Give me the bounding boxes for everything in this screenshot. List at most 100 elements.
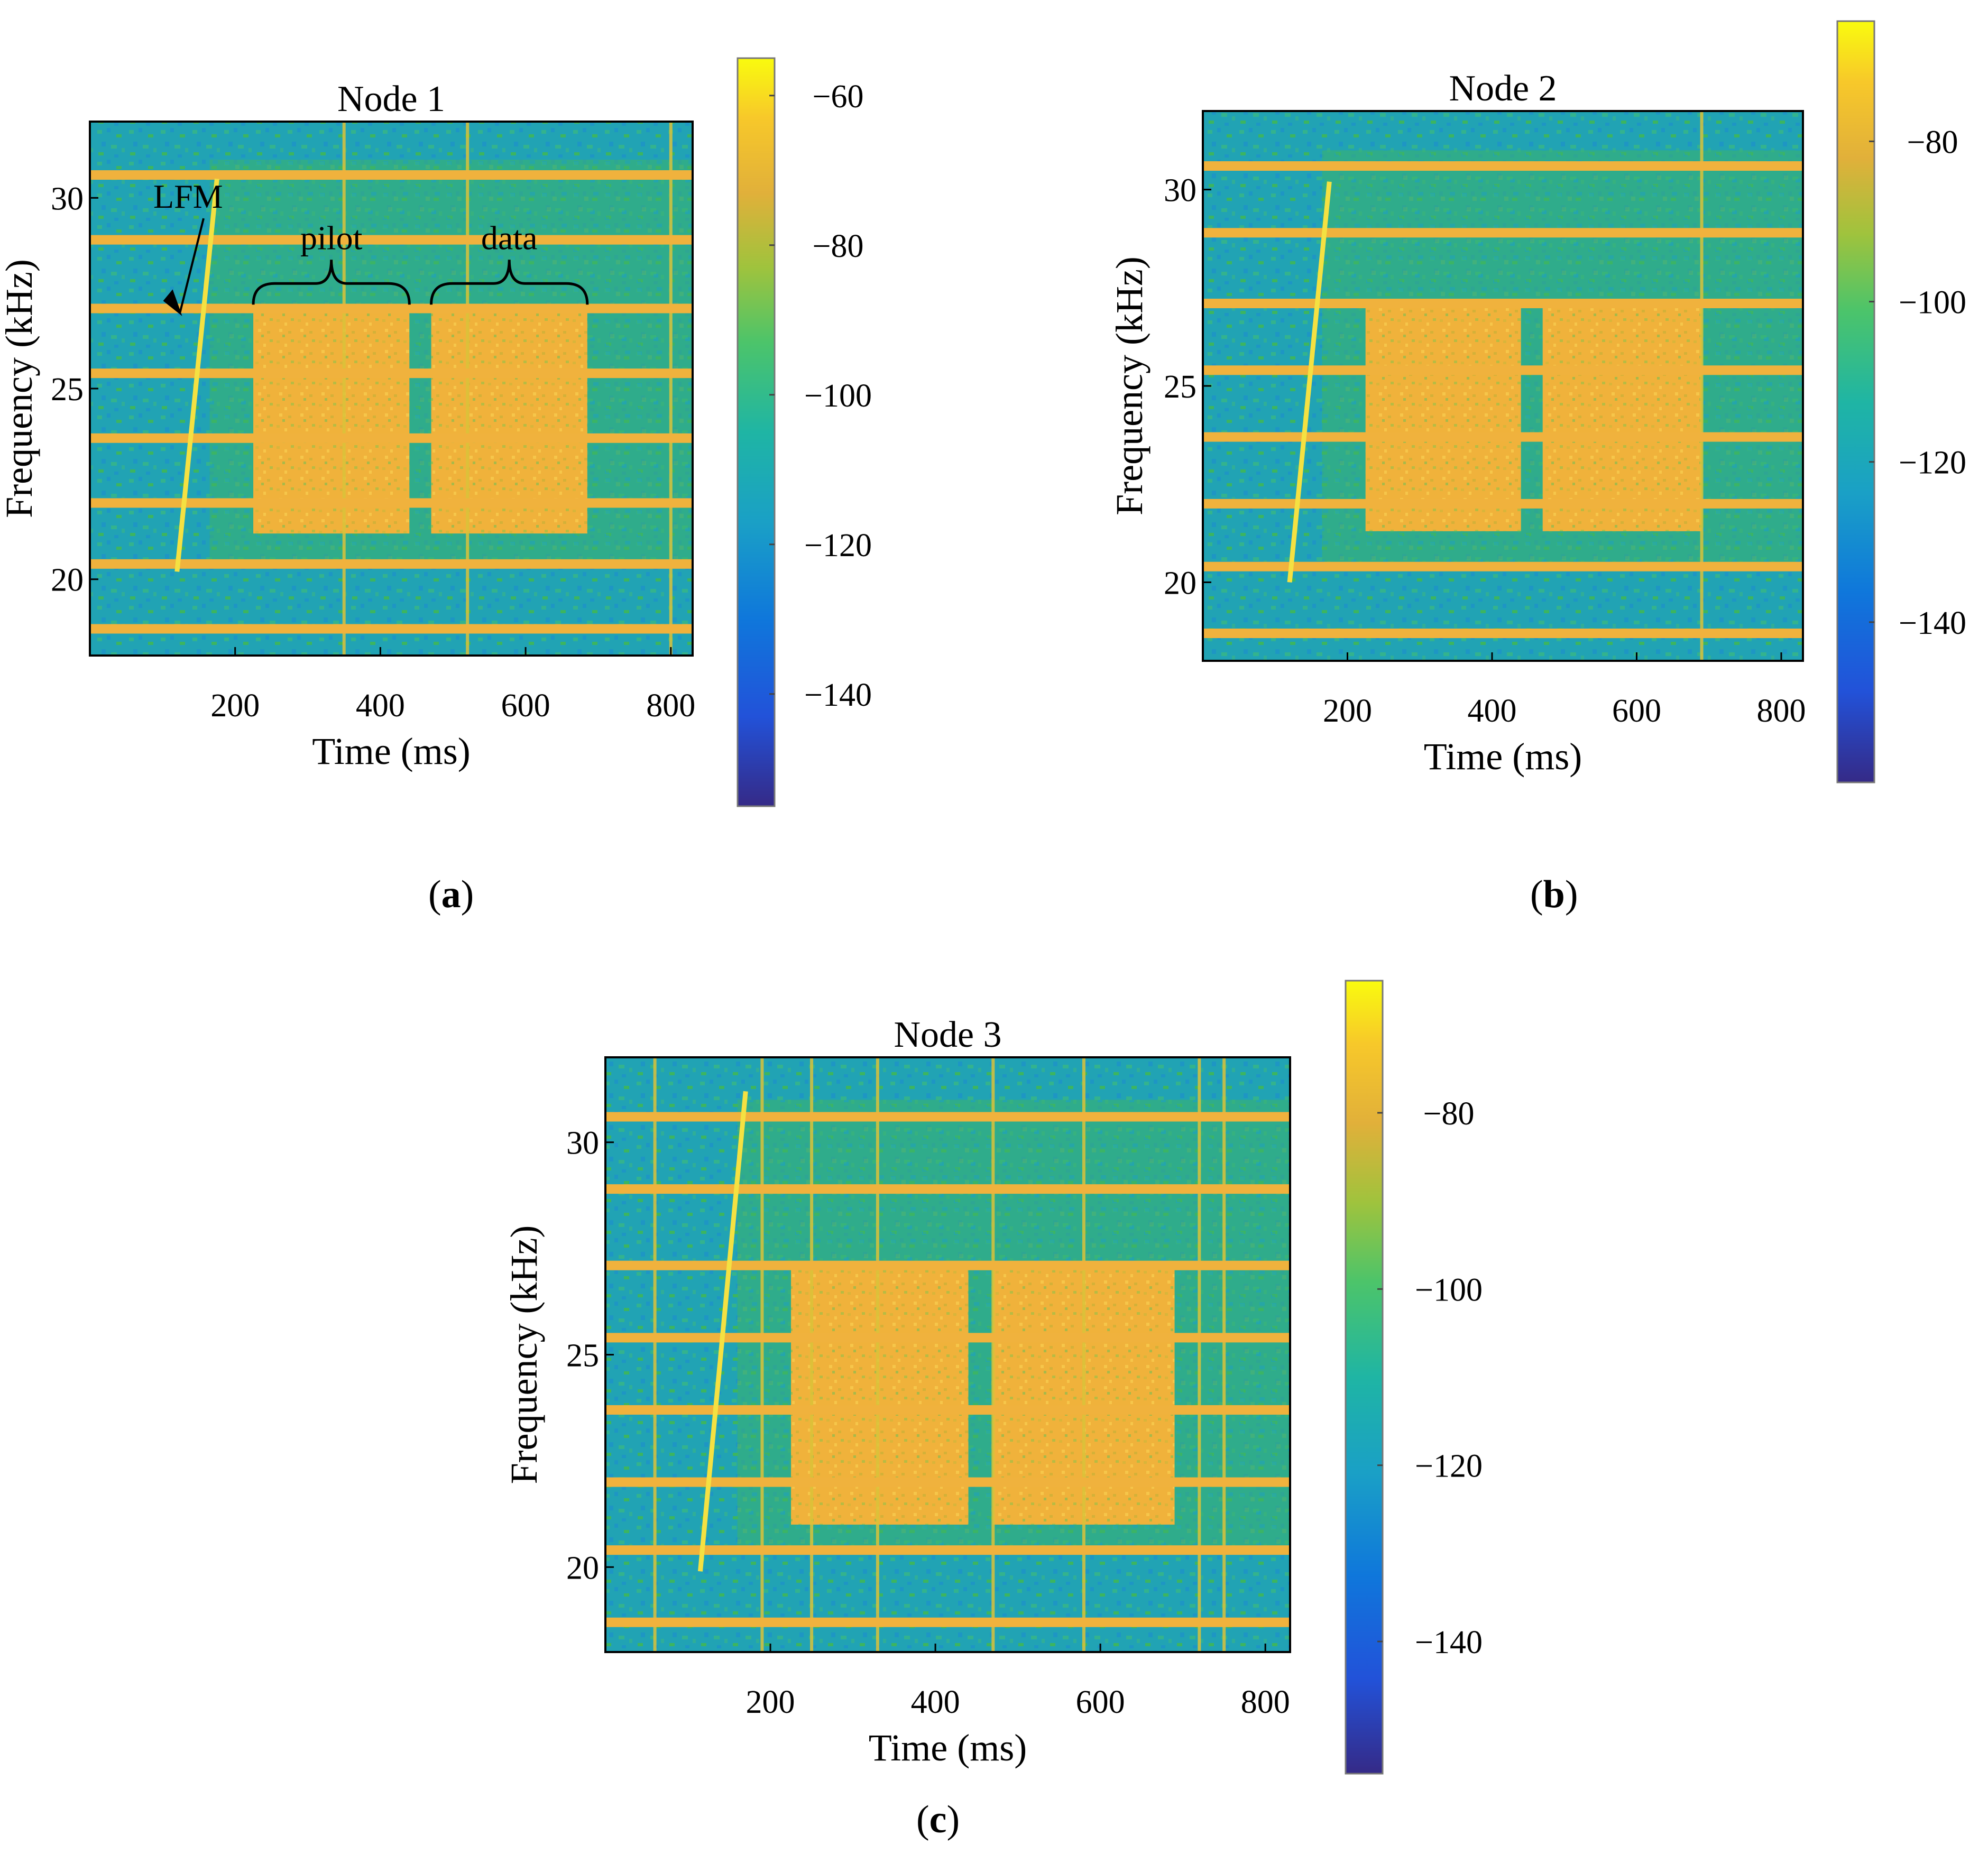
tone-line [605,1545,1290,1555]
tone-line [605,1112,1290,1122]
tone-line [1203,432,1803,442]
x-tick-label: 800 [1241,1684,1290,1720]
colorbar-tick-label: −60 [813,79,864,115]
x-tick-label: 200 [210,688,260,724]
x-tick-label: 800 [646,688,695,724]
pulse-line [876,1057,879,1652]
chart-title: Node 1 [337,79,445,119]
x-tick-label: 400 [911,1684,960,1720]
pulse-line [1222,1057,1226,1652]
annotation-lfm-arrowhead [163,289,182,316]
lfm-chirp [1287,181,1332,583]
colorbar-tick-label: −140 [1415,1625,1483,1661]
x-axis-label: Time (ms) [1424,735,1582,778]
colorbar-tick-label: −100 [1415,1272,1483,1308]
x-axis-label: Time (ms) [869,1727,1027,1769]
colorbar-tick-label: −80 [1907,124,1958,160]
tone-line [605,1405,1290,1415]
colorbar-tick-label: −100 [804,378,872,414]
tone-line [90,235,693,245]
annotation-pilot: pilot [300,219,363,256]
annotation-brace-pilot [252,260,411,305]
tone-line [1203,561,1803,571]
tone-line [605,1477,1290,1487]
block-data [1542,299,1702,531]
pulse-line [1082,1057,1085,1652]
pulse-line [342,122,346,656]
spectrogram-node1 [90,122,693,656]
y-axis-label: Frequency (kHz) [0,259,40,518]
tone-line [1203,629,1803,638]
y-tick-label: 20 [1164,565,1197,601]
colorbar-tick-label: −100 [1899,285,1966,321]
tone-line [90,433,693,443]
tone-line [1203,299,1803,308]
y-tick-label: 20 [51,562,84,598]
lfm-chirp [697,1091,748,1572]
pulse-line [1198,1057,1201,1652]
x-tick-label: 400 [1467,693,1516,729]
chart-title: Node 3 [894,1014,1001,1055]
colorbar [1836,20,1875,783]
y-axis-label: Frequency (kHz) [1108,256,1151,515]
y-tick-label: 20 [566,1550,599,1586]
block-pilot [253,308,410,534]
panel-label-a: (a) [428,873,474,916]
tone-line [605,1617,1290,1627]
tone-line [90,303,693,313]
colorbar-tick-label: −120 [804,528,872,564]
annotation-lfm: LFM [153,178,223,215]
lfm-chirp [174,178,219,572]
colorbar-tick-label: −140 [804,677,872,713]
chart-title: Node 2 [1449,68,1557,109]
tone-line [1203,228,1803,238]
tone-line [605,1184,1290,1194]
x-tick-label: 200 [746,1684,795,1720]
block-pilot [1365,299,1521,531]
tone-line [1203,161,1803,171]
colorbar-tick-label: −140 [1899,605,1966,641]
x-axis-label: Time (ms) [312,730,470,772]
spectrogram-node3 [605,1057,1290,1652]
x-tick-label: 400 [356,688,405,724]
tone-line [90,368,693,379]
pulse-line [653,1057,657,1652]
y-tick-label: 30 [51,181,84,217]
pulse-line [669,122,673,656]
colorbar-tick-label: −80 [1423,1096,1475,1132]
panel-node2: 200 400 600 800 20 25 30 Node 2 Time (ms) Frequen… [1108,20,1966,783]
tone-line [1203,499,1803,509]
y-tick-label: 30 [566,1126,599,1161]
tone-line [90,170,693,180]
x-tick-label: 200 [1323,693,1372,729]
y-axis-label: Frequency (kHz) [503,1225,545,1484]
pulse-line [810,1057,814,1652]
block-data [431,308,587,534]
y-tick-label: 25 [51,372,84,408]
annotation-lfm-arrow [179,218,205,313]
annotation-brace-data [430,260,589,305]
pulse-line [1700,111,1704,661]
pulse-line [466,122,470,656]
panel-node3: 200 400 600 800 20 25 30 Node 3 Time (ms) Frequen… [503,980,1483,1775]
tone-line [90,559,693,569]
tone-line [605,1260,1290,1270]
spectrogram-node2 [1203,111,1803,661]
tone-line [1203,365,1803,375]
colorbar [737,57,776,807]
colorbar-tick-label: −120 [1415,1449,1483,1484]
pulse-line [760,1057,764,1652]
tone-line [90,498,693,508]
colorbar [1345,980,1384,1775]
x-tick-label: 800 [1756,693,1806,729]
x-tick-label: 600 [1612,693,1661,729]
annotation-data: data [481,219,538,256]
panel-label-b: (b) [1530,873,1578,916]
panel-node1: 200 400 600 800 20 25 30 Node 1 Time (ms) Frequen… [0,57,872,807]
x-tick-label: 600 [501,688,550,724]
y-tick-label: 25 [566,1338,599,1374]
tone-line [90,624,693,634]
tone-line [605,1333,1290,1343]
colorbar-tick-label: −120 [1899,445,1966,481]
